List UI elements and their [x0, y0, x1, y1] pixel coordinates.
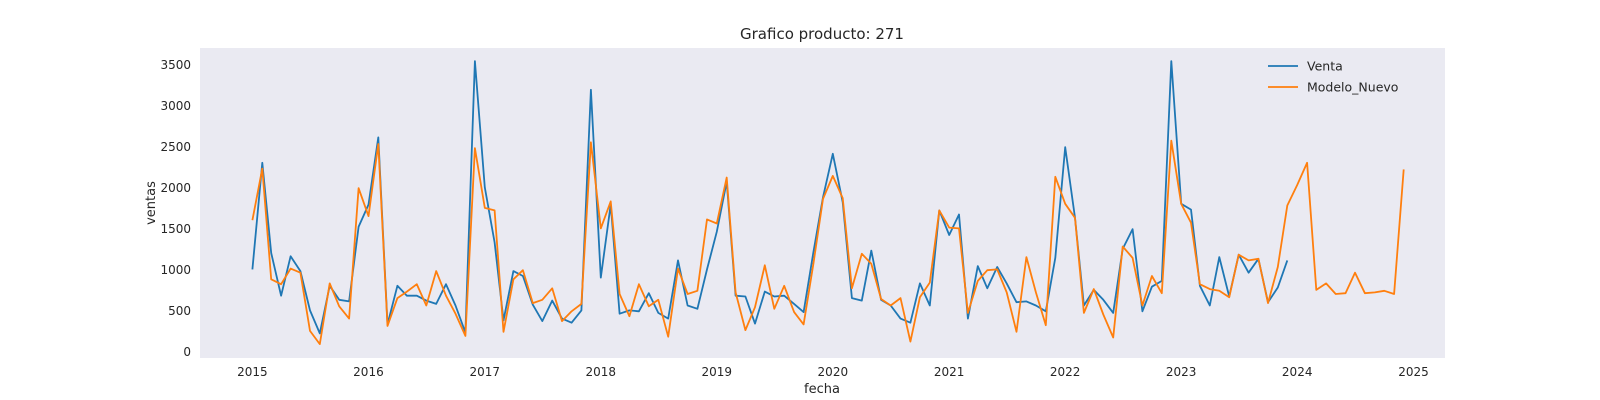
series-layer	[251, 60, 1405, 346]
legend-label: Modelo_Nuevo	[1307, 80, 1398, 95]
legend: Venta Modelo_Nuevo	[1268, 59, 1398, 95]
series-line-2	[251, 139, 1405, 346]
x-tick-label: 2020	[818, 365, 849, 379]
x-axis-ticks: 2015 2016 2017 2018 2019 2020 2021 2022 2023 2024…	[237, 365, 1429, 379]
y-tick-label: 500	[168, 304, 191, 318]
x-tick-label: 2025	[1398, 365, 1429, 379]
x-tick-label: 2024	[1282, 365, 1313, 379]
x-tick-label: 2018	[586, 365, 617, 379]
y-tick-label: 2000	[160, 181, 191, 195]
y-axis-label: ventas	[144, 181, 159, 225]
x-tick-label: 2021	[934, 365, 965, 379]
x-tick-label: 2022	[1050, 365, 1081, 379]
x-tick-label: 2015	[237, 365, 268, 379]
y-tick-label: 2500	[160, 140, 191, 154]
x-tick-label: 2016	[353, 365, 384, 379]
x-tick-label: 2023	[1166, 365, 1197, 379]
y-tick-label: 0	[183, 345, 191, 359]
y-tick-label: 3000	[160, 99, 191, 113]
y-tick-label: 1000	[160, 263, 191, 277]
x-axis-label: fecha	[804, 382, 840, 397]
y-axis-ticks: 0 500 1000 1500 2000 2500 3000 3500	[160, 58, 191, 359]
x-tick-label: 2019	[702, 365, 733, 379]
y-tick-label: 3500	[160, 58, 191, 72]
chart-title: Grafico producto: 271	[740, 25, 904, 43]
legend-label: Venta	[1307, 59, 1343, 74]
x-tick-label: 2017	[470, 365, 501, 379]
y-tick-label: 1500	[160, 222, 191, 236]
